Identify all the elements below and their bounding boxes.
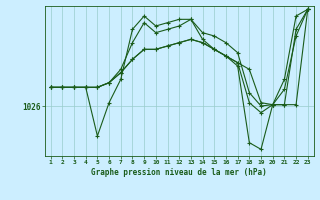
X-axis label: Graphe pression niveau de la mer (hPa): Graphe pression niveau de la mer (hPa) — [91, 168, 267, 177]
